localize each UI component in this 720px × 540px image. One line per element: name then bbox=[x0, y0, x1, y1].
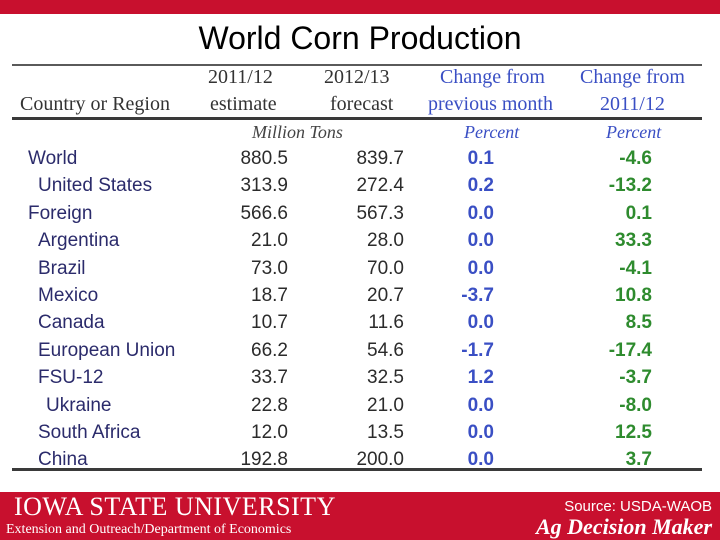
header-change-month-line2: previous month bbox=[428, 93, 553, 115]
row-name: Foreign bbox=[28, 202, 93, 224]
table-row: China 192.8 200.0 0.0 3.7 bbox=[12, 446, 702, 473]
row-change-year: 0.1 bbox=[625, 202, 652, 224]
row-change-month: 0.0 bbox=[467, 394, 494, 416]
table-row: European Union 66.2 54.6 -1.7 -17.4 bbox=[12, 337, 702, 364]
row-change-month: 0.0 bbox=[467, 257, 494, 279]
row-change-year: 8.5 bbox=[625, 312, 652, 334]
source-label: Source: USDA-WAOB bbox=[564, 498, 712, 515]
top-accent-bar bbox=[0, 0, 720, 14]
row-forecast-2012: 839.7 bbox=[356, 148, 404, 169]
table-row: Ukraine 22.8 21.0 0.0 -8.0 bbox=[12, 392, 702, 419]
table-row: Mexico 18.7 20.7 -3.7 10.8 bbox=[12, 282, 702, 309]
row-name: Mexico bbox=[38, 285, 99, 306]
row-estimate-2011: 10.7 bbox=[251, 312, 288, 334]
header-country: Country or Region bbox=[20, 93, 170, 115]
row-estimate-2011: 73.0 bbox=[251, 257, 288, 279]
header-change-month-line1: Change from bbox=[440, 66, 545, 88]
row-estimate-2011: 313.9 bbox=[240, 175, 288, 197]
row-forecast-2012: 567.3 bbox=[356, 202, 404, 224]
table-row: FSU-12 33.7 32.5 1.2 -3.7 bbox=[12, 364, 702, 391]
row-name: Argentina bbox=[38, 230, 120, 252]
row-name: China bbox=[38, 449, 88, 471]
row-estimate-2011: 66.2 bbox=[251, 339, 288, 361]
table-row: Brazil 73.0 70.0 0.0 -4.1 bbox=[12, 255, 702, 282]
row-forecast-2012: 200.0 bbox=[356, 449, 404, 471]
row-name: Canada bbox=[38, 312, 105, 334]
row-name: FSU-12 bbox=[38, 367, 104, 389]
table-row: Argentina 21.0 28.0 0.0 33.3 bbox=[12, 227, 702, 254]
row-change-month: -3.7 bbox=[461, 285, 494, 306]
row-estimate-2011: 566.6 bbox=[240, 202, 288, 224]
row-forecast-2012: 32.5 bbox=[367, 367, 404, 389]
table-row: Foreign 566.6 567.3 0.0 0.1 bbox=[12, 200, 702, 227]
table-row: World 880.5 839.7 0.1 -4.6 bbox=[12, 145, 702, 172]
row-forecast-2012: 272.4 bbox=[356, 175, 404, 197]
row-change-month: 0.2 bbox=[467, 175, 494, 197]
row-change-month: 0.0 bbox=[467, 312, 494, 334]
row-forecast-2012: 28.0 bbox=[367, 230, 404, 252]
header-change-year-line2: 2011/12 bbox=[600, 93, 665, 115]
unit-percent-month: Percent bbox=[464, 122, 520, 142]
row-estimate-2011: 22.8 bbox=[251, 394, 288, 416]
row-estimate-2011: 880.5 bbox=[240, 148, 288, 169]
row-estimate-2011: 21.0 bbox=[251, 230, 288, 252]
row-estimate-2011: 192.8 bbox=[240, 449, 288, 471]
row-change-year: -4.1 bbox=[619, 257, 652, 279]
row-forecast-2012: 70.0 bbox=[367, 257, 404, 279]
row-change-month: 0.1 bbox=[467, 148, 494, 169]
row-change-year: -3.7 bbox=[619, 367, 652, 389]
table-row: United States 313.9 272.4 0.2 -13.2 bbox=[12, 172, 702, 199]
row-forecast-2012: 54.6 bbox=[367, 339, 404, 361]
row-change-year: 33.3 bbox=[615, 230, 652, 252]
corn-production-table: Country or Region 2011/12 estimate 2012/… bbox=[12, 64, 702, 472]
table-header-rule bbox=[12, 117, 702, 120]
row-change-year: -17.4 bbox=[608, 339, 652, 361]
row-name: Brazil bbox=[38, 257, 86, 279]
row-change-year: -13.2 bbox=[608, 175, 652, 197]
row-name: European Union bbox=[38, 339, 176, 361]
row-name: World bbox=[28, 148, 78, 169]
header-2011-line1: 2011/12 bbox=[208, 66, 273, 88]
row-change-year: 10.8 bbox=[615, 285, 652, 306]
row-change-month: 0.0 bbox=[467, 230, 494, 252]
row-name: United States bbox=[38, 175, 153, 197]
table-row: Canada 10.7 11.6 0.0 8.5 bbox=[12, 309, 702, 336]
header-2012-line2: forecast bbox=[330, 93, 394, 115]
unit-percent-year: Percent bbox=[606, 122, 662, 142]
table-bottom-rule bbox=[12, 468, 702, 471]
row-change-month: 1.2 bbox=[467, 367, 494, 389]
row-change-year: 3.7 bbox=[625, 449, 652, 471]
row-change-month: 0.0 bbox=[467, 422, 494, 443]
row-change-month: 0.0 bbox=[467, 449, 494, 471]
footer-bar: IOWA STATE UNIVERSITY Extension and Outr… bbox=[0, 492, 720, 540]
row-name: Ukraine bbox=[46, 394, 112, 416]
university-wordmark: IOWA STATE UNIVERSITY bbox=[14, 492, 336, 521]
row-forecast-2012: 21.0 bbox=[367, 394, 404, 416]
header-change-year-line1: Change from bbox=[580, 66, 685, 88]
row-estimate-2011: 33.7 bbox=[251, 367, 288, 389]
unit-million-tons: Million Tons bbox=[252, 122, 343, 142]
row-forecast-2012: 11.6 bbox=[368, 312, 404, 334]
ag-decision-maker-brand: Ag Decision Maker bbox=[536, 514, 712, 539]
row-estimate-2011: 18.7 bbox=[251, 285, 288, 306]
header-2012-line1: 2012/13 bbox=[324, 66, 390, 88]
slide-title: World Corn Production bbox=[198, 20, 522, 56]
row-change-year: -8.0 bbox=[619, 394, 652, 416]
row-change-month: 0.0 bbox=[467, 202, 494, 224]
row-change-year: 12.5 bbox=[615, 422, 652, 443]
table-top-rule bbox=[12, 64, 702, 66]
department-label: Extension and Outreach/Department of Eco… bbox=[6, 522, 292, 537]
row-name: South Africa bbox=[38, 422, 141, 443]
row-change-year: -4.6 bbox=[619, 148, 652, 169]
row-change-month: -1.7 bbox=[461, 339, 494, 361]
header-2011-line2: estimate bbox=[210, 93, 277, 115]
row-forecast-2012: 13.5 bbox=[367, 422, 404, 443]
table-row: South Africa 12.0 13.5 0.0 12.5 bbox=[12, 419, 702, 446]
row-estimate-2011: 12.0 bbox=[251, 422, 288, 443]
row-forecast-2012: 20.7 bbox=[367, 285, 404, 306]
